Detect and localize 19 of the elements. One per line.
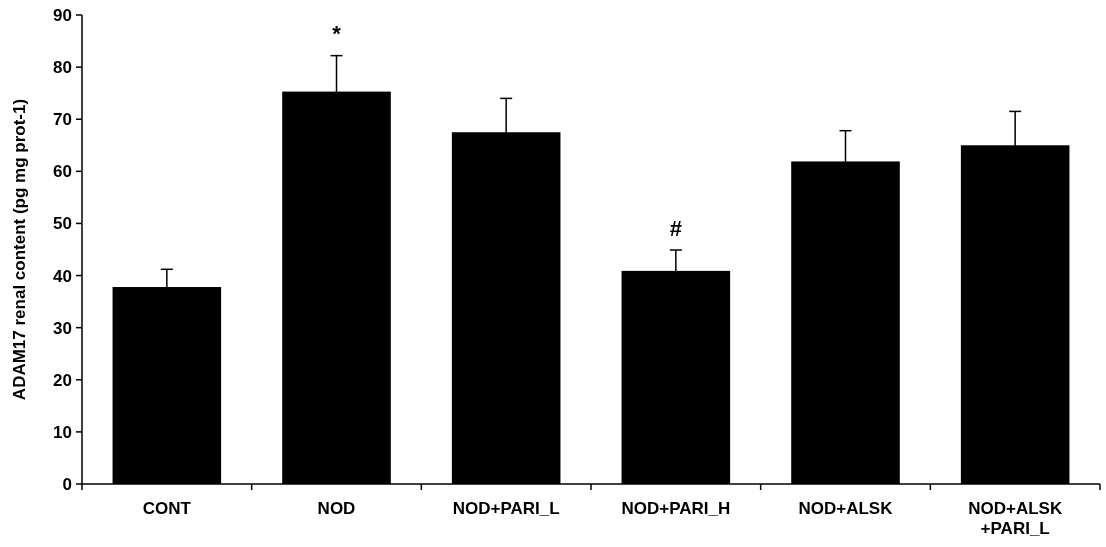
x-tick-label: CONT bbox=[142, 499, 192, 518]
y-tick-label: 20 bbox=[53, 370, 72, 390]
y-axis-title: ADAM17 renal content (pg mg prot-1) bbox=[10, 98, 29, 401]
y-tick-label: 10 bbox=[53, 422, 72, 442]
y-tick-label: 60 bbox=[53, 162, 72, 182]
annotation: * bbox=[332, 21, 342, 47]
y-tick-label: 70 bbox=[53, 110, 72, 130]
y-tick-label: 90 bbox=[53, 5, 72, 25]
y-tick-label: 50 bbox=[53, 214, 72, 234]
y-tick-label: 40 bbox=[53, 266, 72, 286]
x-tick-label: NOD+ALSK bbox=[798, 499, 894, 518]
y-tick-label: 30 bbox=[53, 318, 72, 338]
y-tick-label: 80 bbox=[53, 58, 72, 78]
x-tick-label: NOD bbox=[317, 499, 356, 518]
x-tick-label: NOD+PARI_L bbox=[452, 499, 560, 518]
x-tick-label: NOD+PARI_H bbox=[621, 499, 731, 518]
y-tick-label: 0 bbox=[62, 474, 72, 494]
annotation: # bbox=[669, 215, 682, 241]
x-tick-label: NOD+ALSK +PARI_L bbox=[968, 499, 1063, 538]
